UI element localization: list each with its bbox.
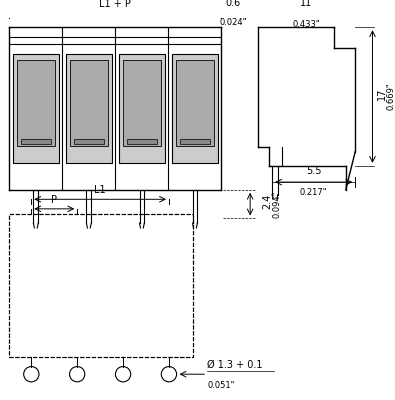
Bar — [119, 54, 165, 163]
Bar — [9, 214, 193, 357]
Bar — [66, 54, 111, 163]
Text: 5.5: 5.5 — [306, 166, 322, 176]
Text: L1 + P: L1 + P — [100, 0, 131, 9]
Text: P: P — [51, 195, 57, 205]
Bar — [70, 60, 108, 146]
Text: 0.669": 0.669" — [387, 83, 395, 110]
Text: 17: 17 — [377, 88, 387, 100]
Bar — [180, 139, 210, 144]
Text: 0.024": 0.024" — [220, 18, 247, 27]
Bar — [17, 60, 55, 146]
Bar — [21, 139, 51, 144]
Text: 11: 11 — [301, 0, 313, 8]
Text: 0.433": 0.433" — [293, 20, 320, 29]
Bar — [127, 139, 157, 144]
Bar — [13, 54, 58, 163]
Text: 0.051": 0.051" — [207, 381, 235, 390]
Text: 0.094": 0.094" — [272, 190, 281, 218]
Bar — [176, 60, 214, 146]
Bar — [123, 60, 161, 146]
Text: 0.6: 0.6 — [226, 0, 241, 8]
Bar — [74, 139, 104, 144]
Text: 0.217": 0.217" — [300, 188, 327, 197]
Text: 2.4: 2.4 — [263, 194, 273, 209]
Bar — [9, 214, 193, 357]
Text: L1: L1 — [94, 186, 106, 196]
Text: Ø 1.3 + 0.1: Ø 1.3 + 0.1 — [207, 360, 263, 370]
Bar — [172, 54, 218, 163]
